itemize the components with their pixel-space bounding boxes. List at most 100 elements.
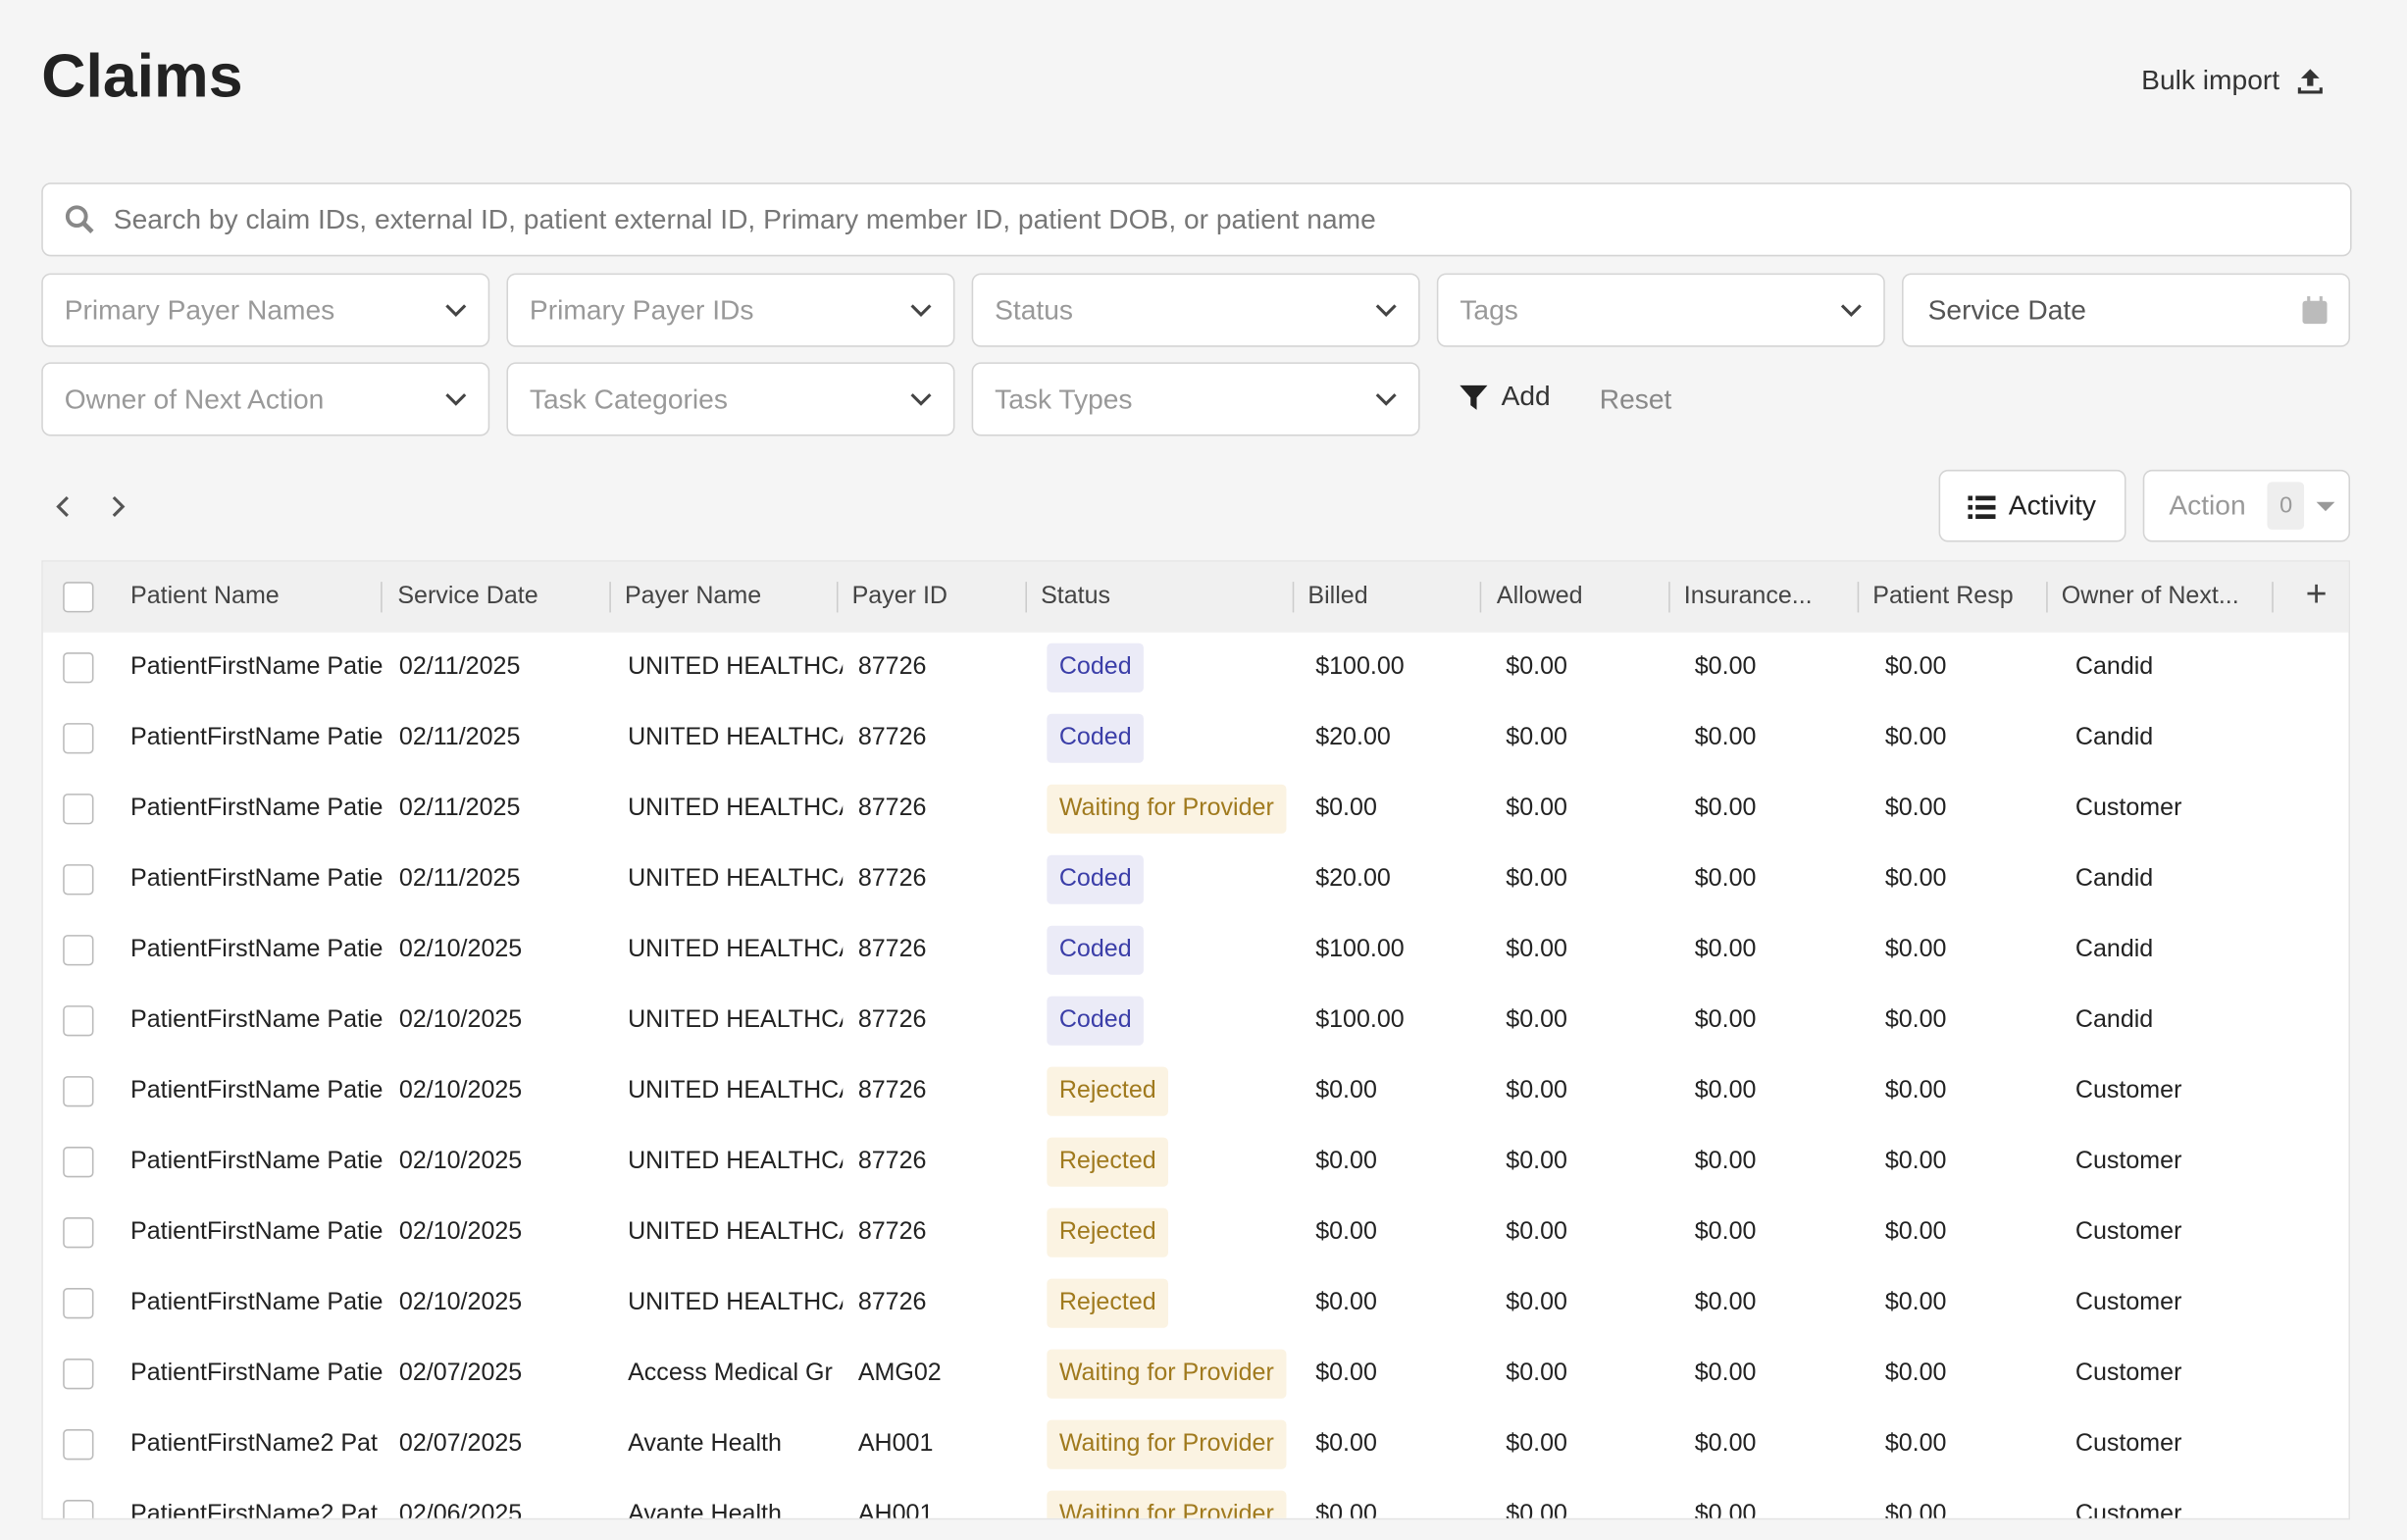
filter-label: Tags xyxy=(1460,293,1518,325)
table-row[interactable]: PatientFirstName Patie 02/10/2025 UNITED H… xyxy=(43,986,2349,1056)
status-badge: Rejected xyxy=(1047,1278,1169,1328)
table-row[interactable]: PatientFirstName Patie 02/11/2025 UNITED H… xyxy=(43,774,2349,845)
prev-page[interactable] xyxy=(56,495,69,517)
table-cell: PatientFirstName Patie xyxy=(130,795,384,822)
row-checkbox[interactable] xyxy=(63,794,94,825)
reset-button[interactable]: Reset xyxy=(1599,384,1672,415)
row-checkbox[interactable] xyxy=(63,1147,94,1178)
table-row[interactable]: PatientFirstName2 Pat 02/06/2025 Avante He… xyxy=(43,1480,2349,1520)
table-cell: Customer xyxy=(2074,1501,2182,1520)
filter-dropdown[interactable]: Service Date xyxy=(1902,273,2351,347)
row-checkbox[interactable] xyxy=(63,1288,94,1319)
table-cell: 02/11/2025 xyxy=(398,653,521,681)
chevron-icon xyxy=(910,303,932,317)
chevron-icon xyxy=(445,303,467,317)
column-divider xyxy=(609,582,611,613)
table-cell: $0.00 xyxy=(1694,865,1757,893)
table-cell: 87726 xyxy=(857,724,927,751)
row-checkbox[interactable] xyxy=(63,1076,94,1107)
table-row[interactable]: PatientFirstName Patie 02/11/2025 UNITED H… xyxy=(43,633,2349,703)
table-cell: $20.00 xyxy=(1315,865,1391,893)
table-row[interactable]: PatientFirstName Patie 02/07/2025 Access M… xyxy=(43,1339,2349,1410)
status-badge: Coded xyxy=(1047,925,1145,975)
table-row[interactable]: PatientFirstName Patie 02/10/2025 UNITED H… xyxy=(43,1268,2349,1339)
row-checkbox[interactable] xyxy=(63,723,94,754)
filter-dropdown[interactable]: Task Types xyxy=(971,362,1420,436)
chevron-icon xyxy=(910,392,932,406)
filter-dropdown[interactable]: Primary Payer Names xyxy=(41,273,490,347)
action-label: Action xyxy=(2169,489,2246,521)
filter-label: Owner of Next Action xyxy=(64,383,325,414)
row-checkbox[interactable] xyxy=(63,1359,94,1390)
status-badge: Rejected xyxy=(1047,1066,1169,1116)
table-cell: 02/10/2025 xyxy=(398,1289,523,1316)
table-cell: PatientFirstName Patie xyxy=(130,1360,384,1387)
column-divider xyxy=(1025,582,1027,613)
bulk-import-button[interactable]: Bulk import xyxy=(2141,65,2326,97)
filter-dropdown[interactable]: Task Categories xyxy=(506,362,955,436)
table-cell: PatientFirstName Patie xyxy=(130,1289,384,1316)
row-checkbox[interactable] xyxy=(63,1500,94,1518)
table-row[interactable]: PatientFirstName Patie 02/10/2025 UNITED H… xyxy=(43,915,2349,986)
table-cell: 02/06/2025 xyxy=(398,1501,523,1520)
table-cell: 87726 xyxy=(857,1218,927,1246)
filter-dropdown[interactable]: Owner of Next Action xyxy=(41,362,490,436)
chevron-icon xyxy=(1375,303,1397,317)
table-cell: $0.00 xyxy=(1506,1289,1567,1316)
table-cell: Customer xyxy=(2074,1360,2182,1387)
row-checkbox[interactable] xyxy=(63,864,94,896)
table-cell: $0.00 xyxy=(1506,936,1567,963)
action-button[interactable]: Action 0 xyxy=(2142,469,2351,542)
chevron-icon xyxy=(1840,303,1862,317)
select-all-checkbox[interactable] xyxy=(63,582,94,613)
table-cell: $0.00 xyxy=(1694,1218,1757,1246)
filter-dropdown[interactable]: Primary Payer IDs xyxy=(506,273,955,347)
add-filter-button[interactable]: Add xyxy=(1459,381,1551,413)
column-header: Patient Resp xyxy=(1872,583,2014,610)
next-page[interactable] xyxy=(112,495,126,517)
table-cell: $0.00 xyxy=(1884,724,1947,751)
search-input[interactable]: Search by claim IDs, external ID, patien… xyxy=(41,182,2352,257)
row-checkbox[interactable] xyxy=(63,935,94,966)
row-checkbox[interactable] xyxy=(63,1005,94,1037)
column-header: Payer Name xyxy=(624,583,762,610)
table-cell: $100.00 xyxy=(1315,1006,1405,1034)
table-row[interactable]: PatientFirstName Patie 02/10/2025 UNITED H… xyxy=(43,1056,2349,1127)
table-cell: Candid xyxy=(2074,865,2154,893)
row-checkbox[interactable] xyxy=(63,1429,94,1461)
status-badge: Waiting for Provider xyxy=(1047,784,1287,834)
table-row[interactable]: PatientFirstName Patie 02/10/2025 UNITED H… xyxy=(43,1127,2349,1198)
filter-dropdown[interactable]: Tags xyxy=(1436,273,1885,347)
table-cell: $0.00 xyxy=(1506,795,1567,822)
add-column-button[interactable]: + xyxy=(2305,574,2328,616)
table-cell: $0.00 xyxy=(1884,1218,1947,1246)
table-cell: $0.00 xyxy=(1694,724,1757,751)
table-cell: $0.00 xyxy=(1506,1501,1567,1520)
row-checkbox[interactable] xyxy=(63,1217,94,1249)
table-cell: $0.00 xyxy=(1884,653,1947,681)
table-row[interactable]: PatientFirstName Patie 02/11/2025 UNITED H… xyxy=(43,845,2349,915)
table-cell: $0.00 xyxy=(1506,1360,1567,1387)
table-cell: $0.00 xyxy=(1694,1006,1757,1034)
activity-button[interactable]: Activity xyxy=(1938,469,2126,542)
table-cell: PatientFirstName Patie xyxy=(130,1077,384,1104)
table-cell: Candid xyxy=(2074,724,2154,751)
table-row[interactable]: PatientFirstName Patie 02/11/2025 UNITED H… xyxy=(43,703,2349,774)
table-row[interactable]: PatientFirstName Patie 02/10/2025 UNITED H… xyxy=(43,1198,2349,1268)
table-cell: Candid xyxy=(2074,653,2154,681)
chevron-icon xyxy=(445,392,467,406)
table-cell: $0.00 xyxy=(1694,1430,1757,1458)
table-cell: Candid xyxy=(2074,1006,2154,1034)
table-row[interactable]: PatientFirstName2 Pat 02/07/2025 Avante He… xyxy=(43,1410,2349,1480)
table-cell: Access Medical Gr xyxy=(628,1360,833,1387)
column-header: Service Date xyxy=(397,583,538,610)
column-header: Billed xyxy=(1307,583,1368,610)
table-cell: $0.00 xyxy=(1884,936,1947,963)
table-cell: $100.00 xyxy=(1315,653,1405,681)
filter-dropdown[interactable]: Status xyxy=(971,273,1420,347)
bulk-import-label: Bulk import xyxy=(2141,64,2280,96)
row-checkbox[interactable] xyxy=(63,652,94,684)
table-cell: 87726 xyxy=(857,1077,927,1104)
table-cell: 87726 xyxy=(857,865,927,893)
status-badge: Waiting for Provider xyxy=(1047,1490,1287,1518)
